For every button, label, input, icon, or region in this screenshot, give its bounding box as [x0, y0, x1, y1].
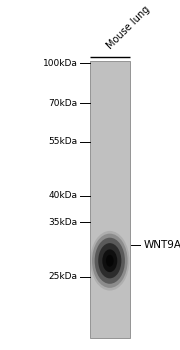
Text: Mouse lung: Mouse lung	[105, 5, 151, 51]
Ellipse shape	[92, 234, 128, 288]
Text: 70kDa: 70kDa	[48, 99, 77, 108]
Ellipse shape	[102, 249, 117, 272]
Ellipse shape	[90, 231, 129, 290]
Text: 35kDa: 35kDa	[48, 218, 77, 227]
Text: WNT9A: WNT9A	[144, 240, 180, 250]
Ellipse shape	[98, 243, 121, 278]
Text: 25kDa: 25kDa	[48, 272, 77, 281]
Ellipse shape	[106, 255, 114, 267]
Bar	[90, 61, 130, 338]
Text: 40kDa: 40kDa	[48, 191, 77, 201]
Text: 55kDa: 55kDa	[48, 137, 77, 146]
Text: 100kDa: 100kDa	[42, 58, 77, 68]
Ellipse shape	[95, 238, 125, 284]
